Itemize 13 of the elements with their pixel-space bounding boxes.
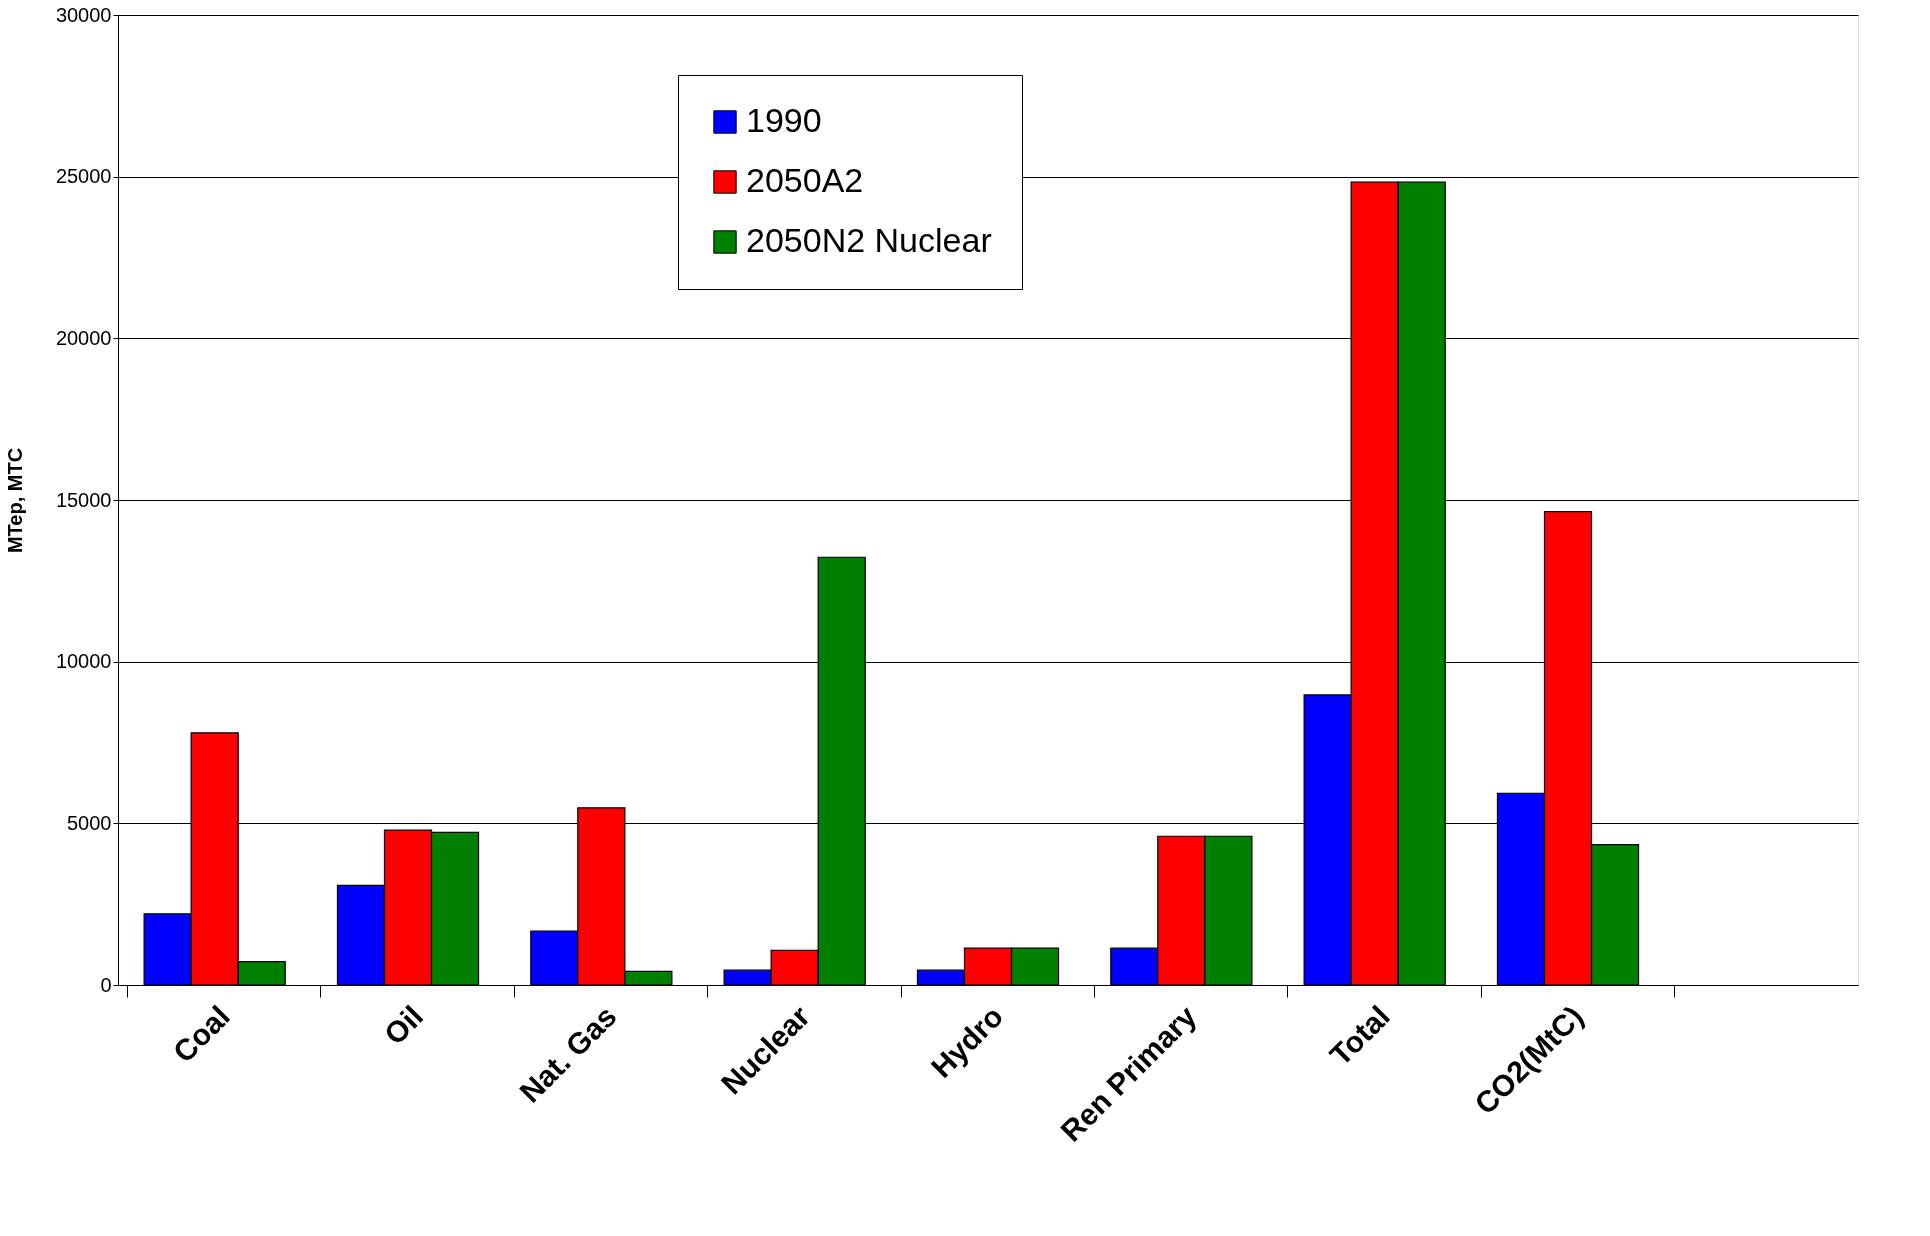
- x-tick-label: Nat. Gas: [513, 999, 623, 1109]
- legend-label: 1990: [746, 101, 822, 139]
- y-tick-label: 20000: [55, 326, 112, 349]
- y-tick-label: 30000: [55, 3, 112, 26]
- y-tick-label: 25000: [55, 165, 112, 188]
- y-axis-title: MTep, MTC: [3, 447, 26, 554]
- legend-label: 2050N2 Nuclear: [746, 221, 992, 259]
- legend-label: 2050A2: [746, 161, 864, 199]
- y-tick-label: 0: [100, 973, 112, 996]
- y-tick-label: 10000: [55, 650, 112, 673]
- y-tick-label: 15000: [55, 488, 112, 511]
- x-tick-label: Oil: [377, 999, 430, 1052]
- y-tick-label: 5000: [67, 811, 112, 834]
